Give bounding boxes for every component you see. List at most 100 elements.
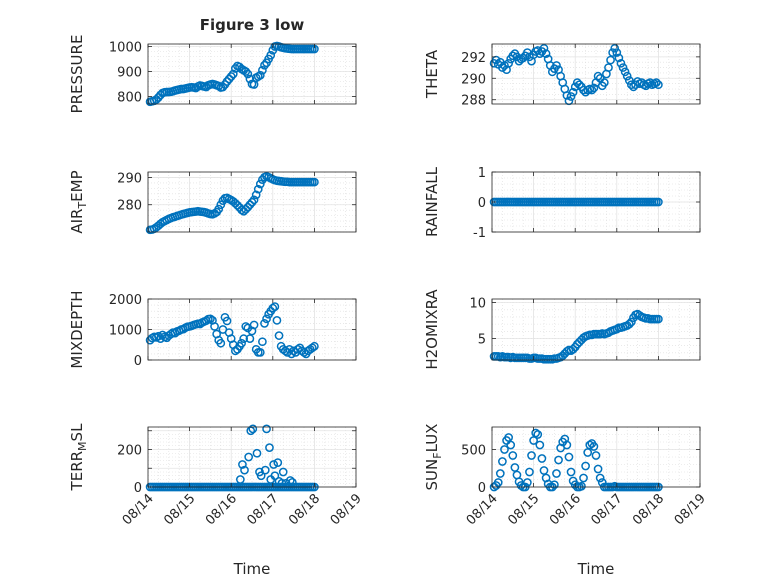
data-point: [278, 467, 288, 477]
data-point: [535, 440, 545, 450]
data-point: [247, 197, 257, 207]
data-point: [240, 465, 249, 475]
data-point: [245, 200, 255, 210]
data-point: [554, 455, 563, 465]
x-tick-label: 08/15: [161, 491, 198, 528]
data-point: [266, 50, 276, 60]
y-tick-label: 1000: [109, 324, 142, 339]
x-tick-label: 08/14: [120, 491, 157, 528]
figure-title: Figure 3 low: [200, 16, 305, 34]
data-point: [265, 443, 274, 452]
data-point: [498, 63, 507, 72]
y-tick-label: -1: [473, 226, 486, 241]
data-point: [231, 64, 240, 73]
data-point: [575, 80, 584, 90]
axes-box: [491, 298, 701, 361]
data-point: [654, 80, 663, 90]
data-point: [258, 337, 267, 347]
data-point: [252, 448, 262, 458]
data-point: [610, 43, 620, 53]
y-tick-label: 0: [134, 354, 142, 369]
y-tick-label: 10: [469, 297, 486, 312]
subplot-rainfall: -1 0 1 RAINFALL: [423, 166, 701, 241]
y-tick-label: 1000: [109, 41, 142, 56]
data-point: [537, 454, 547, 463]
data-point: [579, 85, 588, 95]
y-tick-label: 292: [461, 51, 486, 66]
data-point: [654, 314, 663, 324]
data-point: [243, 69, 253, 79]
data-point: [241, 322, 251, 331]
data-series: [489, 43, 663, 106]
data-point: [206, 314, 215, 324]
y-axis-label: SUNFLUX: [423, 424, 444, 491]
y-axis-label: PRESSURE: [68, 35, 86, 114]
axes-box: [147, 426, 357, 488]
data-point: [310, 177, 319, 187]
data-point: [624, 319, 634, 329]
y-tick-label: 288: [461, 94, 486, 109]
data-point: [525, 467, 534, 477]
data-point: [224, 74, 234, 84]
y-tick-label: 290: [461, 72, 486, 87]
data-point: [539, 466, 549, 475]
subplot-mixdepth: 0 1000 2000 MIXDEPTH: [68, 290, 357, 369]
data-point: [504, 433, 513, 442]
data-point: [210, 322, 219, 331]
y-tick-label: 280: [117, 199, 142, 214]
data-point: [154, 331, 163, 341]
data-point: [268, 303, 278, 313]
data-point: [620, 67, 630, 77]
y-tick-label: 0: [478, 481, 486, 496]
y-tick-label: 290: [117, 171, 142, 186]
data-point: [269, 460, 278, 469]
axes-box: [491, 426, 701, 488]
x-tick-label: 08/19: [328, 491, 365, 528]
data-point: [589, 83, 599, 93]
subplot-sun-f-lux: 0 500 SUNFLUX 08/14 08/15 08/16 08/17 08/18 08/1…: [423, 424, 709, 529]
data-point: [262, 424, 271, 434]
data-point: [568, 87, 578, 97]
data-point: [510, 463, 520, 472]
x-tick-label: 08/17: [245, 491, 282, 528]
data-point: [512, 52, 522, 62]
data-point: [564, 452, 574, 462]
data-point: [599, 78, 609, 87]
data-point: [618, 63, 628, 72]
data-point: [495, 469, 505, 478]
data-point: [500, 61, 509, 70]
data-point: [272, 316, 282, 325]
data-point: [258, 65, 267, 75]
data-point: [222, 77, 232, 86]
y-axis-label: AIRTEMP: [68, 170, 89, 233]
x-tick-label: 08/18: [630, 491, 667, 528]
data-point: [228, 69, 238, 79]
x-tick-label: 08/18: [286, 491, 323, 528]
data-point: [255, 179, 265, 189]
data-point: [539, 43, 549, 53]
data-point: [583, 448, 593, 457]
subplot-terr-m-sl: 0 200 TERRMSL 08/14 08/15 08/16 08/17 08/18 08/1…: [68, 423, 365, 528]
data-point: [248, 424, 258, 434]
data-point: [518, 53, 528, 63]
data-point: [523, 478, 532, 487]
y-tick-label: 5: [478, 332, 486, 347]
data-point: [274, 331, 284, 340]
data-point: [593, 71, 603, 81]
data-point: [570, 82, 580, 92]
data-point: [581, 461, 590, 471]
data-point: [624, 76, 634, 85]
x-tick-label: 08/16: [203, 491, 240, 528]
y-axis-label: H2OMIXRA: [423, 289, 441, 370]
subplot-h2omixra: 5 10 H2OMIXRA: [423, 289, 701, 370]
axes-box: [147, 43, 357, 105]
data-point: [504, 58, 513, 68]
data-point: [216, 200, 226, 210]
axes-box: [147, 171, 357, 233]
data-point: [222, 316, 232, 326]
data-point: [566, 467, 576, 477]
data-point: [608, 48, 617, 57]
y-axis-label: RAINFALL: [423, 166, 441, 237]
y-tick-label: 2000: [109, 293, 142, 308]
data-point: [260, 319, 269, 328]
